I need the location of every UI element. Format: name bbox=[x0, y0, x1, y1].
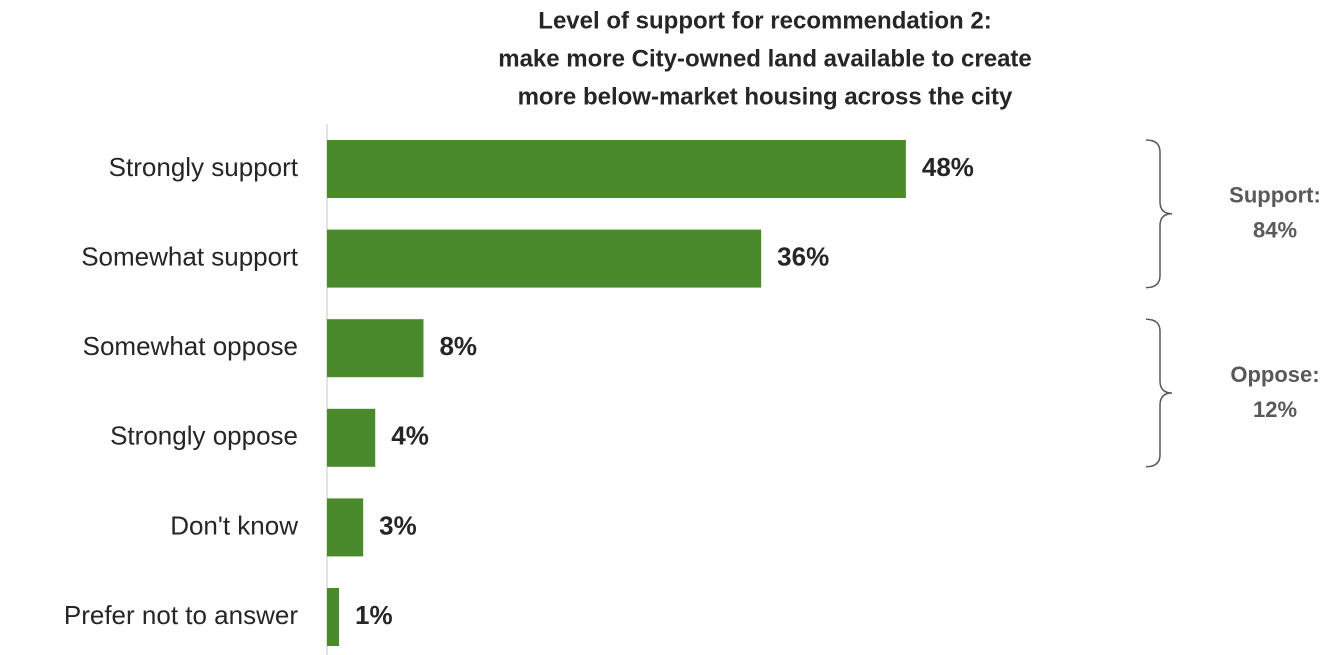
chart-title: make more City-owned land available to c… bbox=[498, 45, 1032, 72]
category-label: Don't know bbox=[170, 510, 298, 540]
bracket bbox=[1145, 318, 1173, 468]
bar bbox=[327, 498, 364, 557]
bar bbox=[327, 140, 906, 198]
value-label: 3% bbox=[379, 510, 417, 540]
value-label: 8% bbox=[439, 331, 477, 361]
value-label: 1% bbox=[355, 600, 393, 630]
category-label: Somewhat support bbox=[81, 241, 299, 271]
bar bbox=[327, 588, 340, 646]
group-value: 12% bbox=[1253, 397, 1297, 422]
value-label: 36% bbox=[777, 241, 829, 271]
chart-title: Level of support for recommendation 2: bbox=[538, 7, 991, 34]
bracket bbox=[1145, 139, 1173, 289]
group-label: Oppose: bbox=[1230, 362, 1319, 387]
bar bbox=[327, 319, 424, 378]
value-label: 48% bbox=[922, 152, 974, 182]
category-label: Strongly oppose bbox=[110, 421, 298, 451]
category-label: Somewhat oppose bbox=[83, 331, 298, 361]
value-label: 4% bbox=[391, 421, 429, 451]
chart-title: more below-market housing across the cit… bbox=[518, 83, 1013, 110]
category-label: Prefer not to answer bbox=[64, 600, 298, 630]
bar bbox=[327, 229, 762, 288]
category-label: Strongly support bbox=[109, 152, 299, 182]
group-label: Support: bbox=[1229, 183, 1321, 208]
group-value: 84% bbox=[1253, 218, 1297, 243]
bar bbox=[327, 408, 376, 467]
